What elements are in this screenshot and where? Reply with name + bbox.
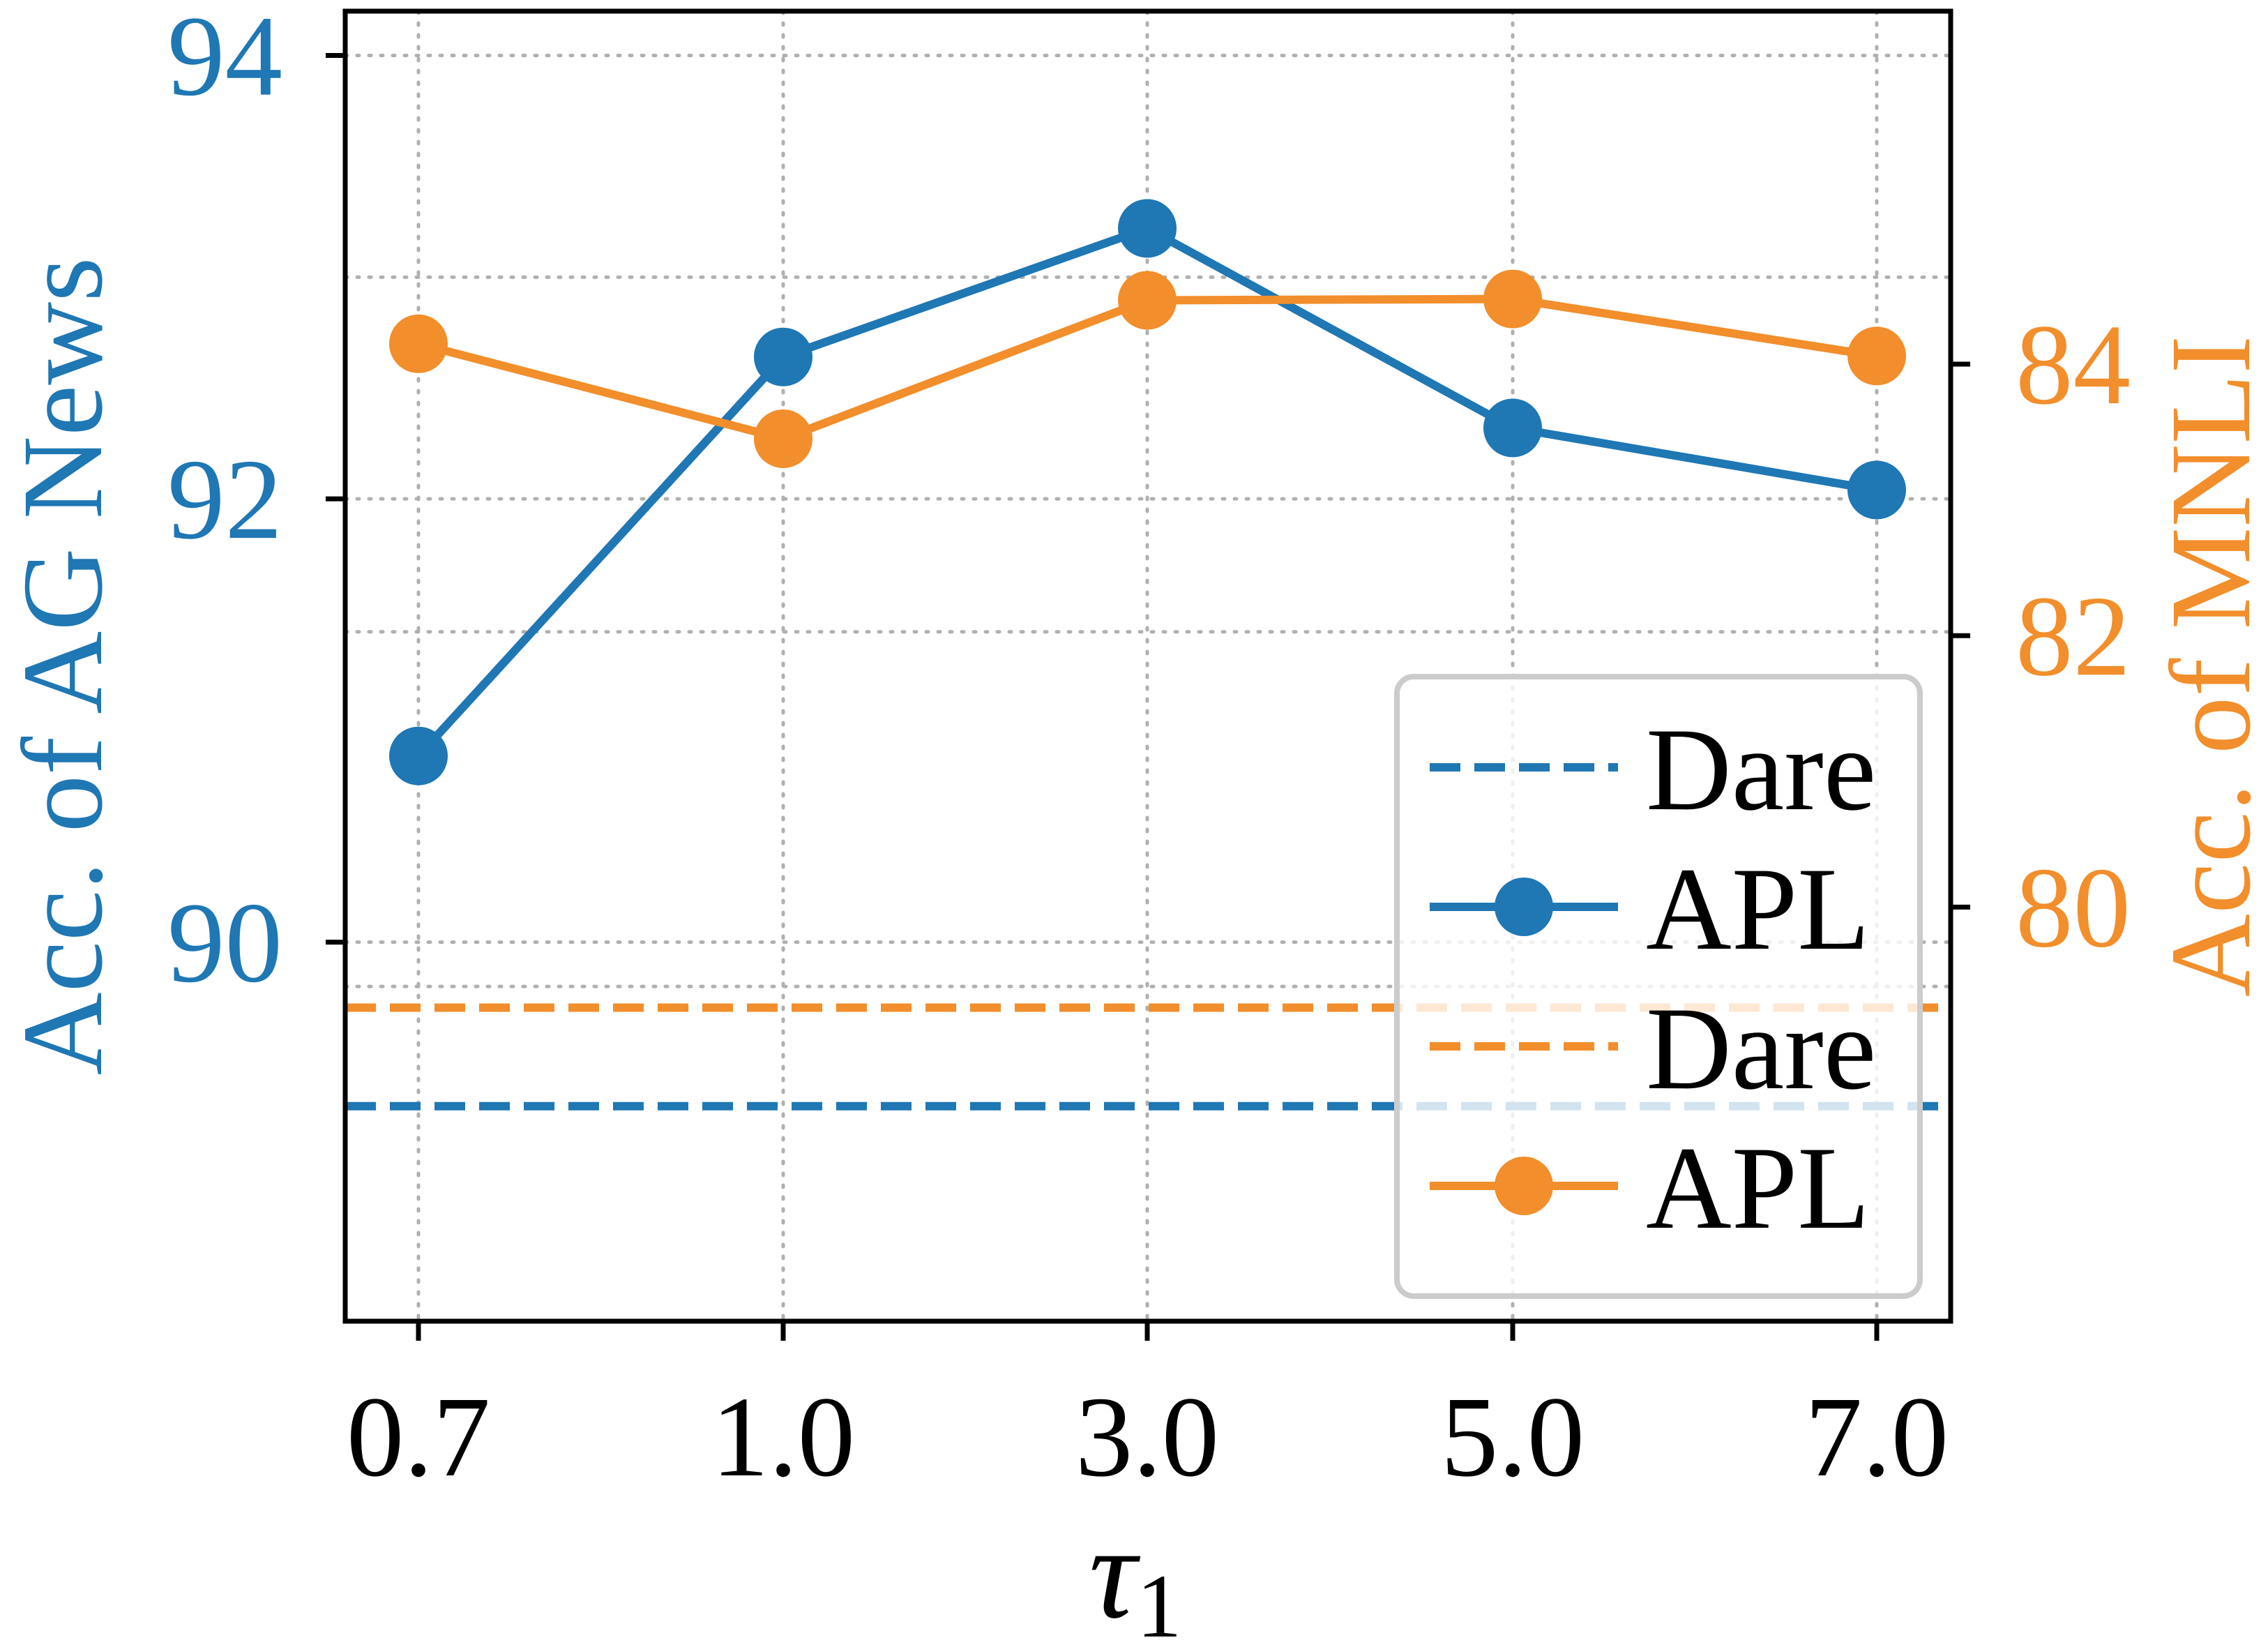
x-tick-label-3: 5.0 [1441, 1373, 1585, 1500]
apl-point-right-2 [1118, 271, 1177, 330]
x-axis-label: τ1 [1089, 1500, 1181, 1640]
apl-point-right-4 [1847, 326, 1906, 386]
y-left-tick-label-0: 90 [167, 879, 282, 1007]
x-axis-label-symbol: τ [1089, 1500, 1140, 1640]
y-left-tick-label-2: 94 [167, 0, 282, 120]
x-tick-label-0: 0.7 [347, 1373, 490, 1500]
legend-label-0: Dare [1646, 704, 1876, 835]
apl-point-left-2 [1118, 199, 1177, 258]
y-right-tick-label-2: 84 [2016, 301, 2131, 428]
legend-label-2: Dare [1646, 983, 1876, 1114]
x-tick-label-4: 7.0 [1805, 1373, 1949, 1500]
axes: 0.7 1.0 3.0 5.0 7.0 90 92 94 80 82 84 [167, 0, 2131, 1500]
apl-point-left-3 [1483, 398, 1542, 458]
x-tick-label-1: 1.0 [711, 1373, 855, 1500]
apl-point-right-0 [389, 314, 448, 373]
x-axis-label-subscript: 1 [1137, 1556, 1182, 1640]
apl-point-left-1 [754, 327, 812, 386]
y-right-tick-label-0: 80 [2016, 843, 2131, 971]
apl-point-right-1 [754, 409, 812, 468]
apl-point-left-4 [1847, 460, 1906, 520]
legend-marker-3 [1495, 1157, 1553, 1215]
apl-point-right-3 [1483, 269, 1542, 329]
y-axis-left-label: Acc. of AG News [0, 257, 126, 1075]
legend-marker-1 [1495, 878, 1553, 936]
legend-label-3: APL [1646, 1122, 1870, 1254]
y-left-tick-label-1: 92 [167, 435, 282, 563]
apl-series [389, 199, 1906, 785]
x-tick-label-2: 3.0 [1075, 1373, 1219, 1500]
apl-point-left-0 [389, 726, 448, 785]
y-right-tick-label-1: 82 [2016, 572, 2131, 700]
legend-label-1: APL [1646, 843, 1870, 975]
legend-box [1394, 674, 1923, 1299]
y-axis-right-label: Acc. of MNLI [2147, 336, 2268, 997]
